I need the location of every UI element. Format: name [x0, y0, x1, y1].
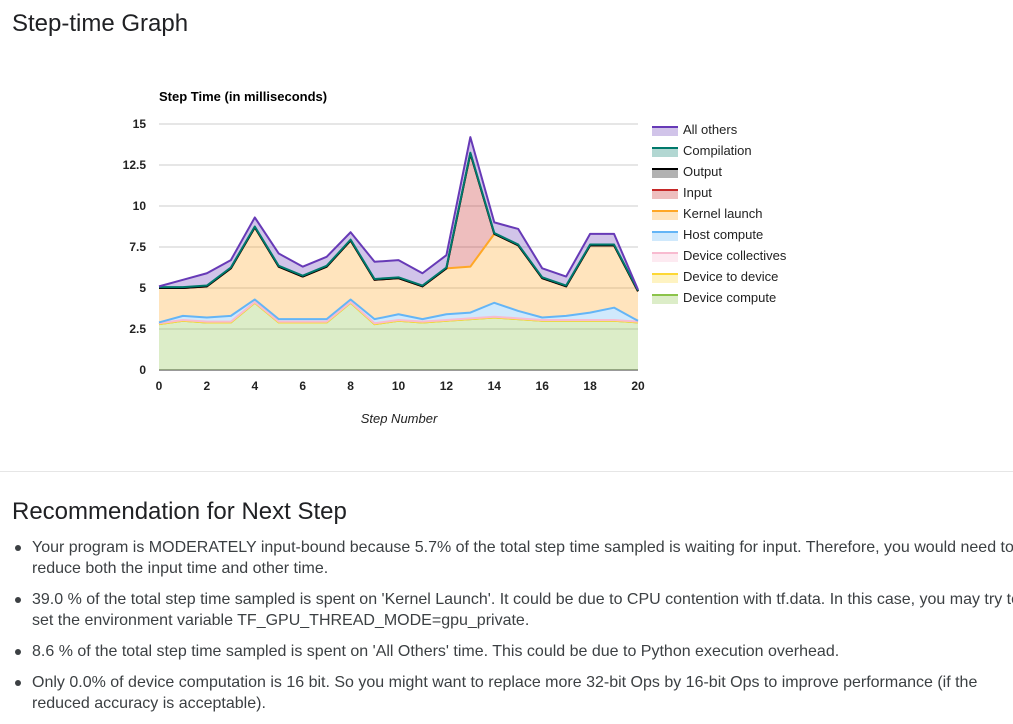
area-kernel-launch	[159, 227, 638, 323]
legend-label: Input	[683, 185, 712, 200]
legend-label: Output	[683, 164, 722, 179]
x-tick-label: 8	[347, 379, 354, 393]
legend-swatch	[652, 253, 678, 262]
legend-swatch	[652, 169, 678, 178]
area-host-compute	[159, 299, 638, 324]
chart-areas	[159, 137, 638, 370]
x-tick-label: 12	[440, 379, 454, 393]
recommendation-list: Your program is MODERATELY input-bound b…	[0, 537, 1013, 724]
legend-item-output[interactable]: Output	[652, 164, 722, 179]
legend-label: All others	[683, 122, 738, 137]
y-tick-label: 12.5	[123, 158, 147, 172]
chart-title: Step Time (in milliseconds)	[159, 89, 327, 104]
y-tick-label: 10	[133, 199, 147, 213]
y-tick-label: 5	[139, 281, 146, 295]
line-host-compute	[158, 298, 639, 324]
chart-lines	[158, 136, 639, 326]
legend-label: Device collectives	[683, 248, 787, 263]
x-tick-label: 10	[392, 379, 406, 393]
x-tick-label: 0	[156, 379, 163, 393]
legend-swatch	[652, 295, 678, 304]
legend-item-device-collectives[interactable]: Device collectives	[652, 248, 787, 263]
recommendation-section-title: Recommendation for Next Step	[12, 498, 347, 525]
legend-swatch	[652, 232, 678, 241]
x-tick-label: 14	[488, 379, 502, 393]
legend-item-kernel-launch[interactable]: Kernel launch	[652, 206, 763, 221]
section-divider	[0, 471, 1013, 472]
y-tick-label: 15	[133, 117, 147, 131]
line-all-others	[158, 136, 639, 291]
chart-legend[interactable]: All others Compilation Output Input Kernel l…	[652, 122, 787, 305]
legend-swatch	[652, 190, 678, 199]
legend-swatch	[652, 274, 678, 283]
legend-item-device-to-device[interactable]: Device to device	[652, 269, 778, 284]
legend-label: Kernel launch	[683, 206, 763, 221]
area-all-others	[159, 137, 638, 291]
legend-swatch	[652, 211, 678, 220]
legend-item-input[interactable]: Input	[652, 185, 712, 200]
legend-label: Compilation	[683, 143, 752, 158]
chart-axes: 0 2.5 5 7.5 10 12.5 15 0 2 4 6 8 10 12 14 16 18 20	[123, 117, 645, 393]
legend-label: Host compute	[683, 227, 763, 242]
x-tick-label: 18	[583, 379, 597, 393]
y-tick-label: 7.5	[129, 240, 146, 254]
recommendation-item: 8.6 % of the total step time sampled is …	[15, 641, 1013, 662]
graph-section-title: Step-time Graph	[12, 10, 189, 37]
line-compilation	[159, 151, 639, 291]
legend-item-compilation[interactable]: Compilation	[652, 143, 752, 158]
line-device-collectives	[158, 300, 639, 325]
step-time-chart: 0 2.5 5 7.5 10 12.5 15 0 2 4 6 8 10 12 14 16 18 20 All ot…	[123, 89, 787, 426]
y-tick-label: 0	[139, 363, 146, 377]
legend-item-all-others[interactable]: All others	[652, 122, 738, 137]
legend-item-host-compute[interactable]: Host compute	[652, 227, 763, 242]
legend-label: Device compute	[683, 290, 776, 305]
recommendation-item: Your program is MODERATELY input-bound b…	[15, 537, 1013, 579]
x-tick-label: 2	[204, 379, 211, 393]
chart-x-axis-label: Step Number	[361, 411, 438, 426]
y-tick-label: 2.5	[129, 322, 146, 336]
recommendation-item: 39.0 % of the total step time sampled is…	[15, 589, 1013, 631]
recommendation-item: Only 0.0% of device computation is 16 bi…	[15, 672, 1013, 714]
x-tick-label: 20	[631, 379, 645, 393]
legend-swatch	[652, 127, 678, 136]
x-tick-label: 4	[251, 379, 258, 393]
legend-label: Device to device	[683, 269, 778, 284]
x-tick-label: 16	[536, 379, 550, 393]
legend-swatch	[652, 148, 678, 157]
legend-item-device-compute[interactable]: Device compute	[652, 290, 776, 305]
x-tick-label: 6	[299, 379, 306, 393]
